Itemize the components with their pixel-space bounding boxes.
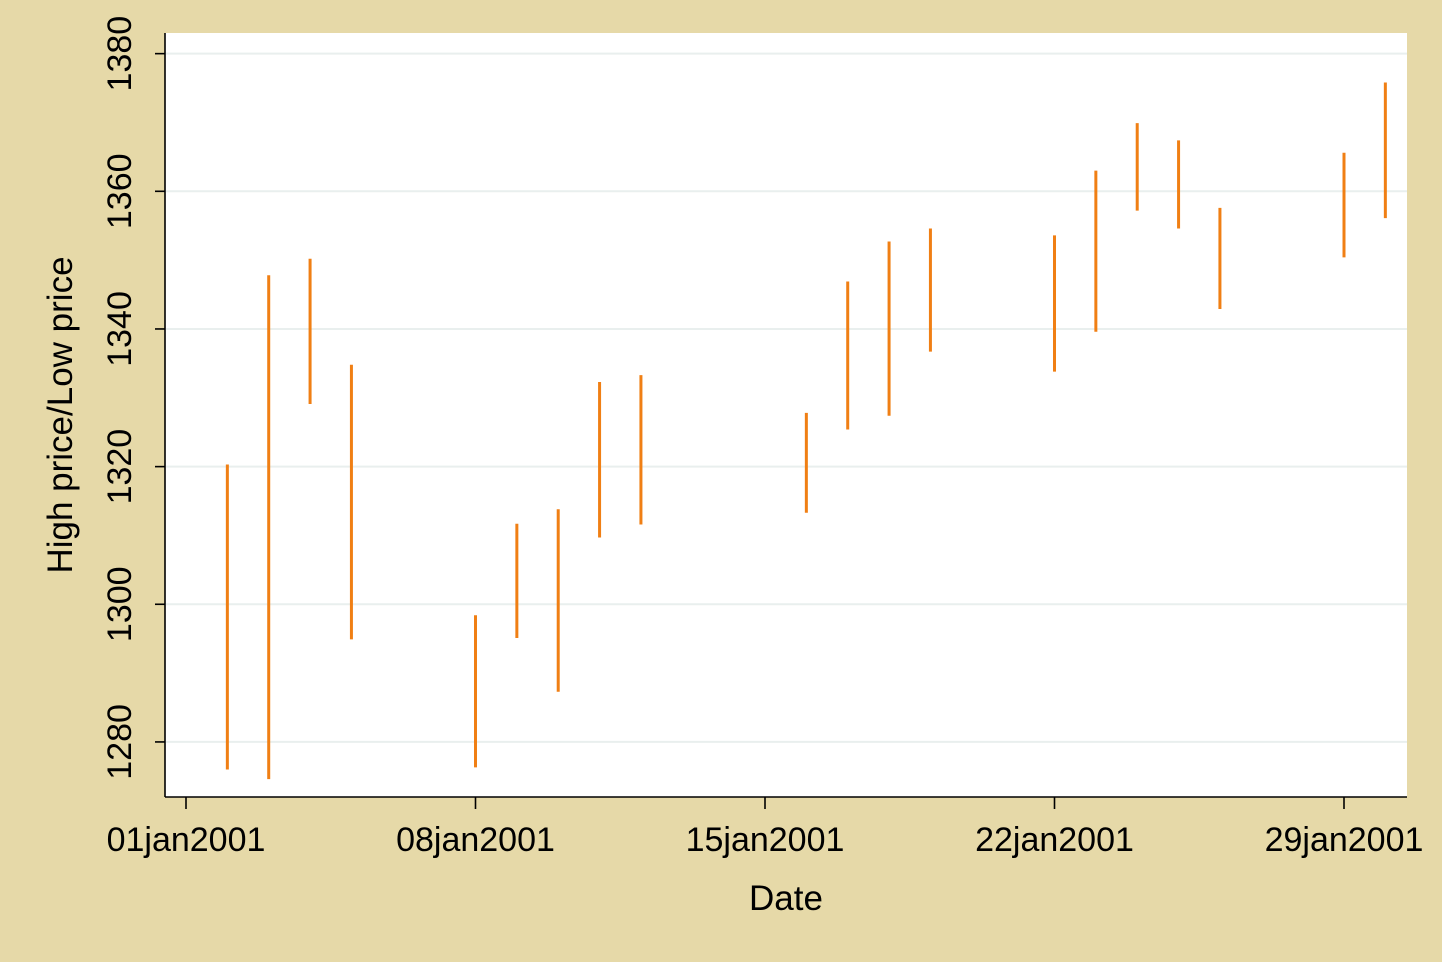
x-tick-label-29jan2001: 29jan2001 — [1265, 821, 1424, 859]
x-axis-ticks: 01jan2001 08jan2001 15jan2001 22jan2001 29ja… — [107, 797, 1424, 859]
x-tick-label-08jan2001: 08jan2001 — [396, 821, 555, 859]
x-tick-label-15jan2001: 15jan2001 — [686, 821, 845, 859]
y-tick-label-1360: 1360 — [101, 153, 139, 229]
plot-area — [165, 33, 1407, 797]
spike-series — [225, 82, 1387, 780]
y-tick-label-1320: 1320 — [101, 429, 139, 505]
y-tick-label-1380: 1380 — [101, 16, 139, 92]
y-tick-label-1280: 1280 — [101, 704, 139, 780]
y-tick-label-1300: 1300 — [101, 566, 139, 642]
y-axis-ticks: 1280 1300 1320 1340 1360 1380 — [101, 16, 165, 780]
x-tick-label-01jan2001: 01jan2001 — [107, 821, 266, 859]
y-axis-title: High price/Low price — [41, 256, 80, 573]
x-tick-label-22jan2001: 22jan2001 — [975, 821, 1134, 859]
y-tick-label-1340: 1340 — [101, 291, 139, 367]
x-axis-title: Date — [749, 879, 823, 918]
gridlines — [166, 52, 1407, 743]
